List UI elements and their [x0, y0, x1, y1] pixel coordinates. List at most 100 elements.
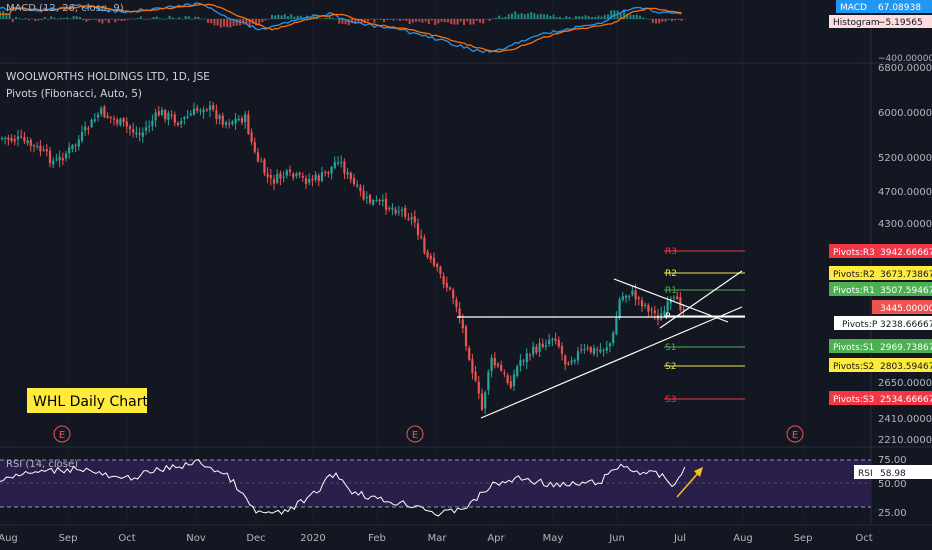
candle-body: [416, 223, 420, 236]
candle-body: [375, 200, 378, 202]
earnings-marker-2[interactable]: [406, 425, 424, 443]
candle-body: [621, 296, 624, 300]
macd-histogram-bar: [133, 19, 136, 20]
macd-histogram-bar: [184, 16, 187, 19]
time-label-2: Oct: [118, 533, 135, 544]
macd-histogram-bar: [415, 19, 417, 22]
macd-histogram-bar: [511, 13, 513, 19]
candle-body: [58, 156, 61, 161]
candle-body: [68, 147, 71, 154]
macd-histogram-bar: [635, 14, 638, 19]
macd-histogram-bar: [258, 19, 261, 25]
candle-body: [391, 207, 394, 210]
macd-histogram-bar: [31, 18, 33, 19]
price-axis[interactable]: 6800.00000 6000.00000 5200.00000 4700.00…: [878, 63, 932, 446]
candle-body: [567, 362, 570, 365]
candle-body: [368, 194, 372, 203]
earnings-marker-3-label: E: [792, 430, 798, 441]
candle-body: [388, 207, 391, 209]
candle-body: [112, 118, 116, 120]
candle-body: [308, 179, 311, 183]
macd-histogram-bar: [229, 19, 232, 28]
descending-triangle-line[interactable]: [613, 278, 729, 323]
candle-body: [484, 392, 487, 409]
macd-histogram-bar: [11, 19, 14, 22]
candle-body: [80, 132, 84, 141]
macd-histogram-bar: [680, 19, 683, 21]
candle-body: [327, 172, 330, 174]
macd-histogram-bar: [447, 19, 449, 23]
pivot-tag-r3: [829, 244, 932, 258]
pivot-tag-s3-value: 2534.66667: [880, 395, 932, 405]
earnings-marker-2-label: E: [412, 430, 418, 441]
macd-histogram-bar: [15, 17, 17, 19]
macd-value-tag-value: 67.08938: [878, 3, 921, 13]
macd-histogram-bar: [72, 16, 75, 19]
candle-body: [612, 332, 615, 343]
macd-histogram-bar: [565, 16, 568, 19]
candle-body: [16, 136, 20, 140]
macd-histogram-bar: [8, 13, 11, 19]
macd-histogram-bar: [479, 19, 481, 23]
earnings-markers[interactable]: E E E: [53, 425, 804, 443]
pivots-title: Pivots (Fibonacci, Auto, 5): [6, 88, 142, 100]
macd-histogram-bar: [139, 16, 142, 19]
macd-histogram-bar: [379, 19, 382, 20]
earnings-marker-1[interactable]: [53, 425, 71, 443]
macd-histogram-bar: [677, 19, 680, 20]
ascending-upper-line[interactable]: [659, 270, 743, 329]
macd-histogram-bar: [367, 19, 369, 21]
candle-body: [45, 149, 48, 152]
candle-body: [103, 106, 106, 118]
macd-histogram-bar: [626, 13, 629, 19]
candle-body: [23, 137, 26, 142]
macd-histogram-bar: [194, 16, 197, 19]
macd-histogram-bar: [354, 19, 357, 24]
macd-histogram-bar: [168, 15, 171, 19]
pivot-tag-r3-value: 3942.66667: [880, 248, 932, 258]
macd-histogram-bar: [21, 19, 24, 20]
candle-body: [26, 140, 29, 144]
pivot-tag-s1: [829, 339, 932, 353]
price-tick-6000: 6000.00000: [878, 108, 932, 119]
trendlines[interactable]: [457, 270, 745, 419]
candle-body: [218, 115, 221, 120]
ascending-support-line[interactable]: [480, 306, 743, 419]
candle-body: [336, 162, 340, 164]
candle-body: [237, 118, 240, 121]
macd-histogram-bar: [559, 16, 561, 19]
candle-body: [410, 217, 413, 220]
candle-body: [285, 170, 288, 176]
macd-histogram-bar: [453, 19, 456, 25]
candle-body: [20, 136, 23, 138]
earnings-marker-3[interactable]: [786, 425, 804, 443]
macd-histogram-bar: [373, 19, 376, 23]
macd-histogram-bar: [562, 18, 565, 19]
time-label-10: Jun: [608, 533, 625, 544]
candle-body: [157, 111, 160, 115]
chart-label-box[interactable]: [27, 388, 147, 413]
candle-body: [109, 117, 112, 119]
pivot-tag-s3-label: Pivots:S3: [833, 395, 874, 405]
macd-histogram-bar: [181, 19, 184, 20]
candle-body: [356, 184, 359, 187]
macd-histogram-bar: [136, 18, 139, 19]
candle-body: [151, 120, 154, 126]
candle-body: [282, 176, 285, 178]
candle-body: [324, 171, 327, 173]
candle-body: [250, 132, 253, 143]
pivot-tag-r2: [829, 266, 932, 280]
macd-title: MACD (12, 26, close, 9): [6, 3, 124, 14]
candle-body: [634, 290, 637, 300]
candle-body: [141, 132, 144, 137]
macd-histogram-bar: [319, 18, 321, 20]
macd-histogram-bar: [191, 19, 193, 20]
macd-value-tag-label: MACD: [840, 3, 867, 13]
macd-histogram-bar: [226, 19, 229, 28]
macd-histogram-bar: [571, 18, 574, 20]
candle-body: [404, 207, 407, 217]
price-tick-5200: 5200.00000: [878, 153, 932, 164]
time-axis[interactable]: Aug Sep Oct Nov Dec 2020 Feb Mar Apr May Jun Jul Aug…: [0, 533, 873, 544]
macd-histogram-bar: [578, 16, 581, 19]
